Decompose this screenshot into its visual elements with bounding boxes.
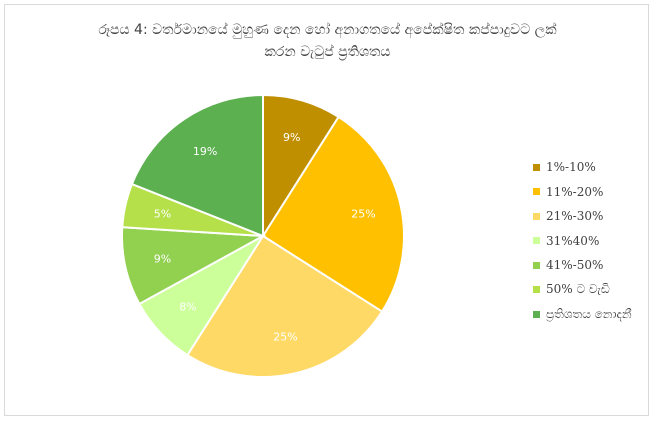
chart-title-line-2: කරන වැටුප් ප්‍රතිශතය [264, 44, 391, 60]
legend-item-4: 31%40% [533, 229, 632, 254]
data-label-6: 5% [154, 208, 171, 221]
pie-slice-3 [186, 234, 384, 378]
data-label-2: 25% [351, 208, 375, 221]
data-label-7: 19% [193, 145, 217, 158]
legend-swatch [533, 237, 540, 245]
pie-slice-1 [262, 93, 340, 240]
data-label-1: 9% [283, 131, 300, 144]
legend-swatch [533, 188, 540, 196]
legend-label: 1%-10% [546, 160, 596, 175]
pie-slice-2 [261, 115, 405, 313]
legend-item-2: 11%-20% [533, 180, 632, 205]
legend-item-5: 41%-50% [533, 253, 632, 278]
legend: 1%-10% 11%-20% 21%-30% 31%40% 41%-50% 50% ට ව… [533, 155, 632, 327]
chart-title: රූපය 4: වර්තමානයේ මුහුණ දෙන හෝ අනාගතයේ අ… [5, 19, 650, 63]
legend-label: 31%40% [546, 233, 600, 248]
legend-swatch [533, 212, 540, 220]
legend-item-1: 1%-10% [533, 155, 632, 180]
legend-label: ප්‍රතිශතය නොදනී [546, 306, 632, 321]
legend-item-3: 21%-30% [533, 204, 632, 229]
legend-label: 41%-50% [546, 258, 604, 273]
legend-swatch [533, 261, 540, 269]
data-label-5: 9% [154, 252, 171, 265]
pie-slice-5 [121, 226, 267, 306]
legend-swatch [533, 286, 540, 294]
chart-area: රූපය 4: වර්තමානයේ මුහුණ දෙන හෝ අනාගතයේ අ… [4, 4, 649, 416]
legend-item-6: 50% ට වැඩි [533, 278, 632, 303]
legend-label: 50% ට වැඩි [546, 282, 610, 297]
pie-chart: 9% 25% 25% 8% 9% 5% 19% [121, 93, 405, 378]
data-label-4: 8% [179, 301, 196, 314]
legend-swatch [533, 310, 540, 318]
legend-label: 21%-30% [546, 209, 604, 224]
pie-slice-7 [130, 93, 264, 238]
data-label-3: 25% [273, 331, 297, 344]
legend-item-7: ප්‍රතිශතය නොදනී [533, 302, 632, 327]
legend-swatch [533, 163, 540, 171]
legend-label: 11%-20% [546, 184, 604, 199]
chart-title-line-1: රූපය 4: වර්තමානයේ මුහුණ දෙන හෝ අනාගතයේ අ… [98, 22, 557, 38]
